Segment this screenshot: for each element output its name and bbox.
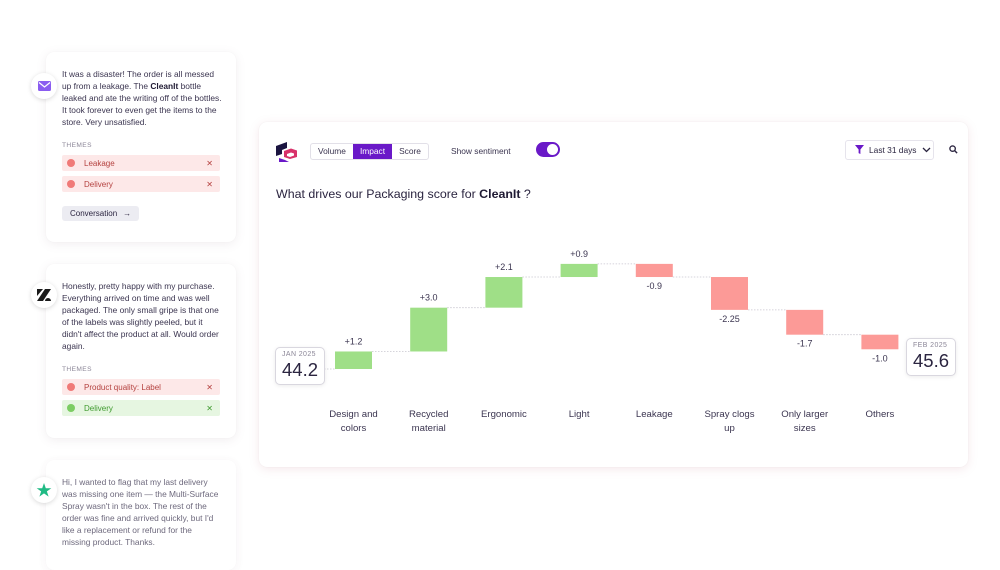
trustpilot-star-icon [31,477,57,503]
waterfall-bar[interactable] [786,309,824,335]
review-text: It was a disaster! The order is all mess… [62,68,222,128]
bar-value-label: +3.0 [420,293,438,303]
waterfall-bar[interactable] [711,277,748,310]
search-icon [948,141,958,159]
remove-theme-icon[interactable]: ✕ [206,382,213,392]
review-text-part: Honestly, pretty happy with my purchase.… [62,281,219,351]
end-period-label: FEB 2025 [913,342,948,349]
waterfall-bar[interactable] [410,307,448,352]
review-text-part: It was a disaster! The order is all mess… [62,69,215,91]
themes-label: THEMES [62,142,92,149]
bar-value-label: +0.9 [570,249,588,259]
start-value-box: JAN 2025 44.2 [275,347,326,385]
theme-label: Leakage [84,158,115,168]
waterfall-bar[interactable] [861,334,899,350]
positive-sentiment-icon [67,404,75,412]
waterfall-bar[interactable] [335,351,372,369]
end-value: 45.6 [913,350,950,371]
category-label: Design and colors [329,409,378,434]
theme-label: Delivery [84,179,113,189]
arrow-right-icon: → [123,209,132,218]
remove-theme-icon[interactable]: ✕ [206,179,213,189]
category-label: Ergonomic [481,409,527,420]
start-period-label: JAN 2025 [282,351,316,358]
review-text: Honestly, pretty happy with my purchase.… [62,280,222,352]
conversation-label: Conversation [70,209,118,218]
remove-theme-icon[interactable]: ✕ [206,403,213,413]
themes-list: Leakage ✕ Delivery ✕ [62,155,222,192]
period-dropdown[interactable]: Last 31 days [845,140,934,160]
zendesk-icon [31,282,57,308]
chevron-down-icon [922,145,931,155]
tab-volume[interactable]: Volume [318,146,346,156]
review-card: It was a disaster! The order is all mess… [46,52,236,242]
question-prefix: What drives our Packaging score for [276,187,480,201]
search-button[interactable] [941,140,965,160]
review-text: Hi, I wanted to flag that my last delive… [62,476,222,548]
review-text-part: Hi, I wanted to flag that my last delive… [62,477,219,547]
category-label: Spray clogs up [704,409,754,434]
question-suffix: ? [520,187,531,201]
toolbar: Volume Impact Score Show sentiment Last … [276,140,958,167]
app-logo [276,142,297,167]
tab-impact[interactable]: Impact [352,144,393,159]
themes-label: THEMES [62,366,92,373]
category-label: Others [866,409,895,420]
conversation-button[interactable]: Conversation → [62,206,140,221]
chart-question: What drives our Packaging score for Clea… [276,187,531,201]
theme-tag: Leakage ✕ [62,155,220,171]
question-brand: CleanIt [479,187,521,201]
bar-value-label: +2.1 [495,262,513,272]
start-value: 44.2 [282,359,319,380]
show-sentiment-toggle[interactable] [536,142,560,157]
bar-value-label: +1.2 [345,336,363,346]
filter-icon [855,144,864,156]
theme-label: Product quality: Label [84,382,161,392]
review-text-part: bottle leaked and ate the writing off of… [62,81,222,127]
theme-tag: Product quality: Label ✕ [62,379,220,395]
category-label: Leakage [636,409,673,420]
theme-tag: Delivery ✕ [62,176,220,192]
driver-analysis-panel: Volume Impact Score Show sentiment Last … [259,122,968,467]
bar-value-label: -2.25 [719,314,740,324]
tab-score[interactable]: Score [399,146,421,156]
show-sentiment-label: Show sentiment [451,146,511,156]
category-label: Recycled material [409,409,448,434]
end-value-box: FEB 2025 45.6 [906,338,957,376]
category-label: Only larger sizes [781,409,829,434]
bar-value-label: -1.7 [797,339,813,349]
waterfall-bar[interactable] [635,263,673,278]
review-card: Honestly, pretty happy with my purchase.… [46,264,236,438]
email-icon [31,73,57,99]
brand-mention: CleanIt [150,81,179,91]
waterfall-bar[interactable] [560,263,598,278]
view-mode-tabs: Volume Impact Score [310,143,429,160]
bar-value-label: -1.0 [872,353,888,363]
category-label: Light [569,409,590,420]
remove-theme-icon[interactable]: ✕ [206,158,213,168]
waterfall-bar[interactable] [485,277,523,308]
themes-list: Product quality: Label ✕ Delivery ✕ [62,379,222,416]
bar-value-label: -0.9 [647,281,663,291]
negative-sentiment-icon [67,383,75,391]
review-card: Hi, I wanted to flag that my last delive… [46,460,236,570]
period-label: Last 31 days [869,145,917,155]
negative-sentiment-icon [67,159,75,167]
negative-sentiment-icon [67,180,75,188]
theme-tag: Delivery ✕ [62,400,220,416]
waterfall-chart: +1.2 Design and colors +3.0 Recycled material… [321,249,899,434]
theme-label: Delivery [84,403,113,413]
